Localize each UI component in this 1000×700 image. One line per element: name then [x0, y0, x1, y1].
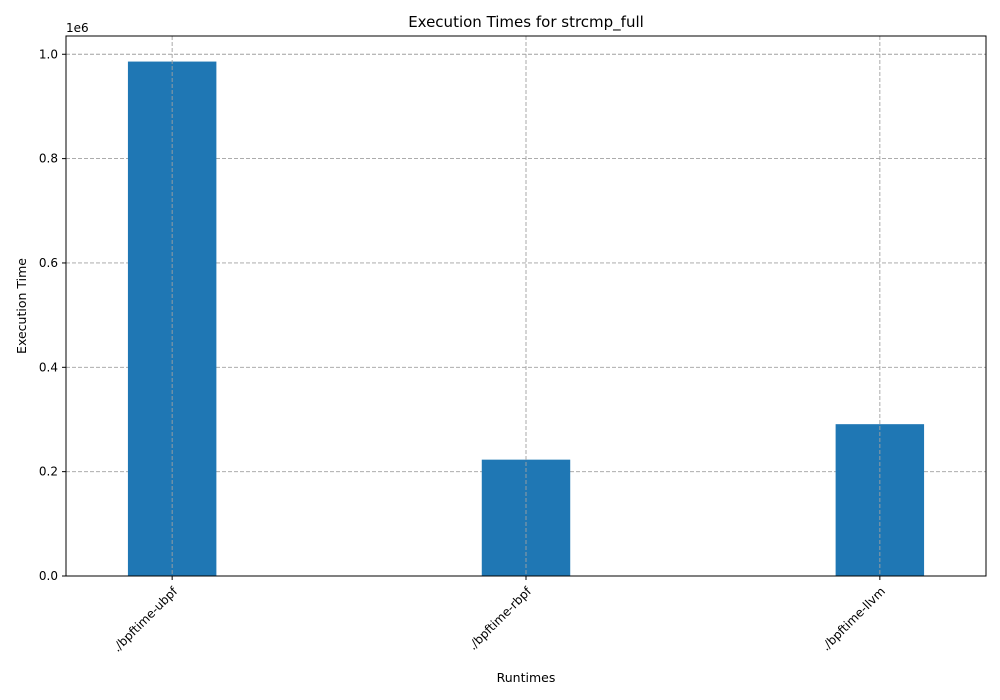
chart-title: Execution Times for strcmp_full [408, 13, 644, 32]
y-tick-label: 1.0 [39, 47, 58, 61]
plot-frame [65, 35, 987, 577]
x-tick-label: ./bpftime-ubpf [110, 584, 181, 655]
x-axis-title: Runtimes [497, 670, 556, 685]
y-axis-offset-label: 1e6 [66, 21, 89, 35]
y-tick-label: 0.8 [39, 152, 58, 166]
y-tick-label: 0.6 [39, 256, 58, 270]
x-tick-label: ./bpftime-llvm [819, 584, 888, 653]
x-tick-label: ./bpftime-rbpf [466, 584, 535, 653]
y-tick-label: 0.4 [39, 360, 58, 374]
y-tick-label: 0.2 [39, 465, 58, 479]
vertical-grid-lines [171, 36, 881, 576]
y-axis-title: Execution Time [14, 258, 29, 354]
axes [62, 35, 987, 580]
y-tick-label: 0.0 [39, 569, 58, 583]
